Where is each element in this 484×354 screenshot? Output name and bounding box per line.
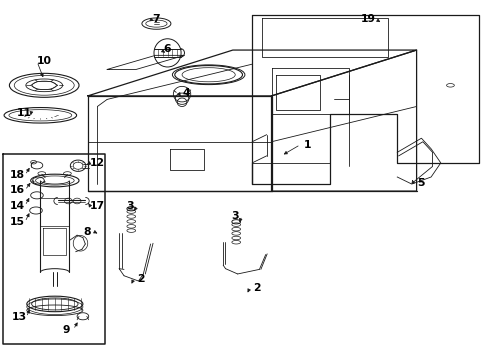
Text: 15: 15 bbox=[10, 217, 25, 227]
Text: 6: 6 bbox=[164, 44, 171, 55]
Text: 10: 10 bbox=[37, 56, 52, 66]
Text: 14: 14 bbox=[10, 201, 25, 211]
Text: 19: 19 bbox=[360, 14, 375, 24]
Text: 11: 11 bbox=[16, 108, 31, 118]
Text: 5: 5 bbox=[416, 178, 424, 188]
Text: 16: 16 bbox=[10, 185, 25, 195]
Text: 8: 8 bbox=[83, 227, 91, 237]
Text: 3: 3 bbox=[231, 211, 239, 221]
Text: 4: 4 bbox=[182, 88, 189, 98]
Text: 1: 1 bbox=[303, 139, 311, 149]
Text: 9: 9 bbox=[62, 325, 70, 335]
Text: 13: 13 bbox=[12, 312, 27, 322]
Text: 12: 12 bbox=[90, 158, 105, 168]
Text: 2: 2 bbox=[253, 283, 260, 293]
Text: 17: 17 bbox=[90, 201, 105, 211]
Text: 3: 3 bbox=[126, 201, 134, 211]
Text: 18: 18 bbox=[10, 170, 25, 180]
Text: 2: 2 bbox=[137, 274, 144, 284]
Text: 7: 7 bbox=[152, 14, 160, 24]
